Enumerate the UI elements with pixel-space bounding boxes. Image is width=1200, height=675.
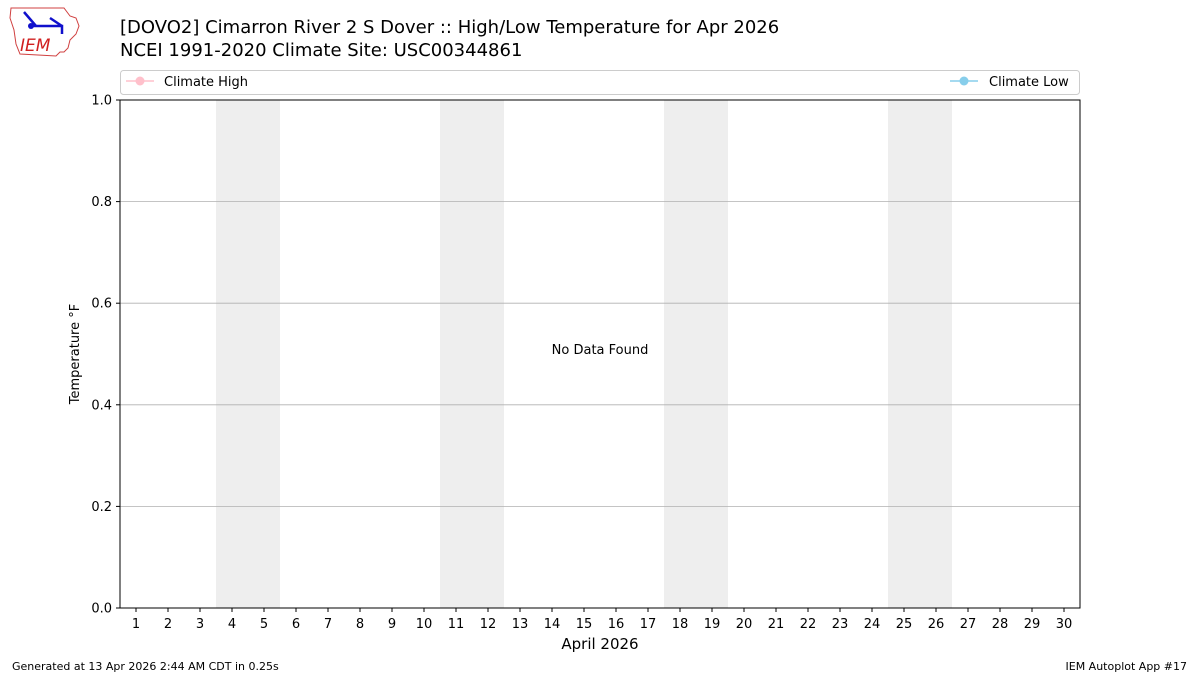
x-tick-label: 25 xyxy=(896,617,913,632)
x-tick-label: 18 xyxy=(672,617,689,632)
legend-marker-climate-high xyxy=(135,76,145,86)
x-tick-label: 14 xyxy=(544,617,561,632)
x-tick-label: 5 xyxy=(260,617,268,632)
x-tick-label: 17 xyxy=(640,617,657,632)
weekend-shade xyxy=(216,100,280,608)
x-tick-label: 8 xyxy=(356,617,364,632)
x-axis-label: April 2026 xyxy=(561,635,638,653)
legend-climate-high: Climate High xyxy=(164,75,248,90)
x-tick-label: 11 xyxy=(448,617,465,632)
x-tick-label: 9 xyxy=(388,617,396,632)
x-tick-label: 4 xyxy=(228,617,236,632)
legend-marker-climate-low xyxy=(959,76,969,86)
x-tick-label: 26 xyxy=(928,617,945,632)
x-tick-label: 28 xyxy=(992,617,1009,632)
y-tick-label: 0.4 xyxy=(91,398,112,413)
x-tick-label: 7 xyxy=(324,617,332,632)
y-tick-label: 0.8 xyxy=(91,195,112,210)
x-tick-label: 3 xyxy=(196,617,204,632)
x-tick-label: 29 xyxy=(1024,617,1041,632)
chart-title: [DOVO2] Cimarron River 2 S Dover :: High… xyxy=(120,17,780,38)
x-tick-label: 22 xyxy=(800,617,817,632)
weekend-shade xyxy=(664,100,728,608)
x-tick-label: 15 xyxy=(576,617,593,632)
y-tick-label: 0.2 xyxy=(91,500,112,515)
x-tick-label: 1 xyxy=(132,617,140,632)
y-tick-label: 0.6 xyxy=(91,297,112,312)
x-tick-label: 23 xyxy=(832,617,849,632)
weekend-shade xyxy=(440,100,504,608)
y-axis-label: Temperature °F xyxy=(68,304,83,405)
chart: 1 2 3 4 5 6 7 8 9 10 11 12 13 14 15 16 17 18 19 20 21 22 23 24 2… xyxy=(68,70,1081,653)
legend: Climate High Climate Low xyxy=(120,70,1080,95)
x-tick-label: 13 xyxy=(512,617,529,632)
x-tick-label: 27 xyxy=(960,617,977,632)
no-data-annotation: No Data Found xyxy=(552,343,649,358)
x-tick-label: 19 xyxy=(704,617,721,632)
x-tick-label: 24 xyxy=(864,617,881,632)
y-tick-label: 0.0 xyxy=(91,602,112,617)
x-tick-label: 12 xyxy=(480,617,497,632)
legend-climate-low: Climate Low xyxy=(989,75,1069,90)
x-tick-label: 30 xyxy=(1056,617,1073,632)
iem-logo: IEM xyxy=(9,7,80,57)
app-credit: IEM Autoplot App #17 xyxy=(1065,660,1188,673)
svg-text:IEM: IEM xyxy=(20,36,51,56)
x-tick-label: 16 xyxy=(608,617,625,632)
x-tick-label: 21 xyxy=(768,617,785,632)
generated-timestamp: Generated at 13 Apr 2026 2:44 AM CDT in … xyxy=(12,660,279,673)
x-tick-label: 2 xyxy=(164,617,172,632)
weekend-shade xyxy=(888,100,952,608)
x-tick-label: 6 xyxy=(292,617,300,632)
x-tick-label: 10 xyxy=(416,617,433,632)
y-tick-label: 1.0 xyxy=(91,94,112,109)
chart-subtitle: NCEI 1991-2020 Climate Site: USC00344861 xyxy=(120,40,523,61)
x-tick-label: 20 xyxy=(736,617,753,632)
plot-frame xyxy=(119,99,1081,609)
